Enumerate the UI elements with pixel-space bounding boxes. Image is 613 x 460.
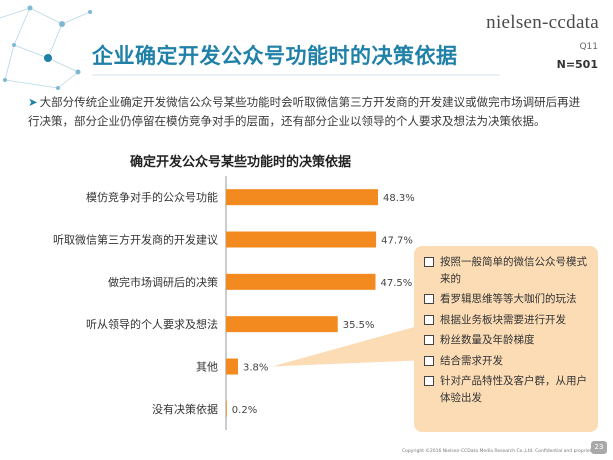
callout-item-text: 粉丝数量及年龄梯度 [440,334,535,346]
category-label: 做完市场调研后的决策 [108,275,218,289]
checkbox-icon [424,294,434,304]
chart-title: 确定开发公众号某些功能时的决策依据 [130,155,352,170]
bar [226,273,376,290]
page-number: 23 [591,441,607,454]
bar [226,231,377,248]
callout-item-text: 看罗辑思维等等大咖们的玩法 [440,293,577,305]
description: ➤ 大部分传统企业确定开发微信公众号某些功能时会听取微信第三方开发商的开发建议或做… [28,93,583,131]
bar [226,358,238,375]
callout-item: 针对产品特性及客户群，从用户体验出发 [422,373,592,406]
category-label: 模仿竞争对手的公众号功能 [86,190,218,204]
callout-item-text: 结合需求开发 [440,354,503,367]
checkbox-icon [424,314,434,325]
callout-item-text: 针对产品特性及客户群，从用户体验出发 [440,375,587,404]
bar [226,400,227,417]
value-label: 47.5% [380,278,412,289]
arrow-icon: ➤ [28,95,38,109]
callout-item: 看罗辑思维等等大咖们的玩法 [422,291,592,308]
callout-box: 按照一般简单的微信公众号模式来的看罗辑思维等等大咖们的玩法 根据业务板块需要进行开… [414,246,598,432]
sample-size: N=501 [556,58,598,71]
callout-item-text: 根据业务板块需要进行开发 [440,313,566,326]
callout-list: 按照一般简单的微信公众号模式来的看罗辑思维等等大咖们的玩法 根据业务板块需要进行开… [414,246,598,406]
bar [226,189,378,206]
callout-item: 根据业务板块需要进行开发 [422,312,592,329]
callout-item: 按照一般简单的微信公众号模式来的 [422,254,592,287]
callout-pointer [272,326,416,367]
callout-item-text: 按照一般简单的微信公众号模式来的 [440,256,587,285]
checkbox-icon [424,335,434,345]
value-label: 0.2% [232,405,257,416]
nielsen-ccdata-logo: nielsen-ccdata [486,12,599,33]
page-title: 企业确定开发公众号功能时的决策依据 [92,44,458,68]
value-label: 47.7% [381,236,413,247]
category-label: 其他 [196,361,218,374]
callout-item: 结合需求开发 [422,353,592,370]
value-label: 3.8% [243,363,268,374]
checkbox-icon [424,257,434,267]
description-text: 大部分传统企业确定开发微信公众号某些功能时会听取微信第三方开发商的开发建议或做完… [28,95,581,128]
category-label: 没有决策依据 [152,402,218,416]
value-label: 35.5% [343,320,375,331]
bar [226,316,338,333]
question-id: Q11 [579,42,598,52]
category-label: 听从领导的个人要求及想法 [86,317,218,331]
checkbox-icon [424,376,434,386]
copyright: Copyright ©2016 Nielsen-CCData Media Res… [402,449,600,454]
checkbox-icon [424,355,434,366]
value-label: 48.3% [383,193,415,204]
callout-item: 粉丝数量及年龄梯度 [422,332,592,349]
category-label: 听取微信第三方开发商的开发建议 [53,233,218,247]
